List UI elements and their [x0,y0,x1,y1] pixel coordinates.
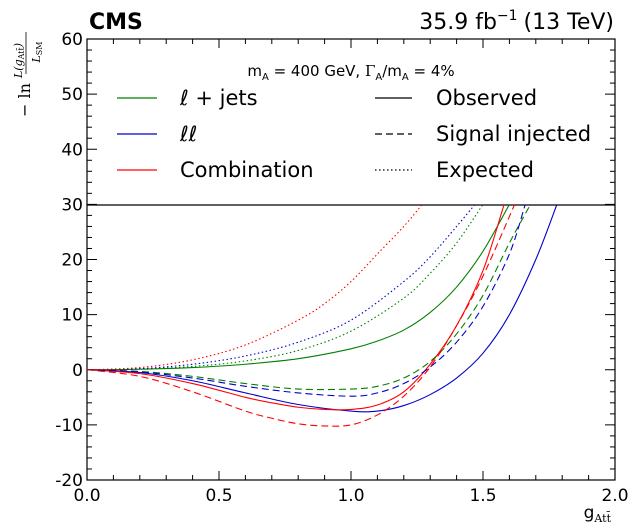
legend-label: Expected [436,158,534,182]
y-tick-label: 30 [61,195,83,215]
y-tick-label: 20 [61,251,83,271]
legend-label: ℓ + jets [179,86,258,110]
y-tick-label: 40 [61,140,83,160]
svg-text:− ln L(gAtt̄): − ln L(gAtt̄) [12,43,34,117]
legend-label: Signal injected [436,122,591,146]
x-tick-label: 0.0 [73,486,100,506]
luminosity-exponent: −1 [497,8,518,24]
y-tick-label: -20 [55,471,83,491]
legend-label: ℓℓ [179,122,197,146]
x-tick-label: 0.5 [205,486,232,506]
curve-signal-injected [87,205,516,427]
curve-expected [87,205,423,371]
luminosity-value: 35.9 fb [419,10,497,35]
legend-label: Observed [436,86,537,110]
svg-text:LSM: LSM [30,42,44,64]
x-tick-label: 2.0 [601,486,628,506]
x-axis-label: gAtt̄ [584,503,612,525]
y-tick-label: 10 [61,306,83,326]
curve-expected [87,205,476,371]
mass-width-annotation: mA = 400 GeV, ΓA/mA = 4% [247,62,454,83]
curve-observed [87,205,505,411]
energy-label: (13 TeV) [524,10,614,35]
x-tick-label: 1.0 [337,486,364,506]
y-tick-label: 60 [61,30,83,50]
experiment-label: CMS [89,10,143,35]
x-tick-label: 1.5 [469,486,496,506]
curve-expected [87,205,484,371]
legend-label: Combination [180,158,314,182]
curve-observed [87,205,510,371]
y-axis-label: − ln L(gAtt̄) LSM [12,32,44,117]
curve-signal-injected [87,205,526,397]
curve-signal-injected [87,205,531,391]
curve-observed [87,205,558,413]
y-tick-label: 0 [72,361,83,381]
luminosity-label: 35.9 fb−1 (13 TeV) [419,8,614,35]
y-tick-label: -10 [55,416,83,436]
y-tick-label: 50 [61,85,83,105]
